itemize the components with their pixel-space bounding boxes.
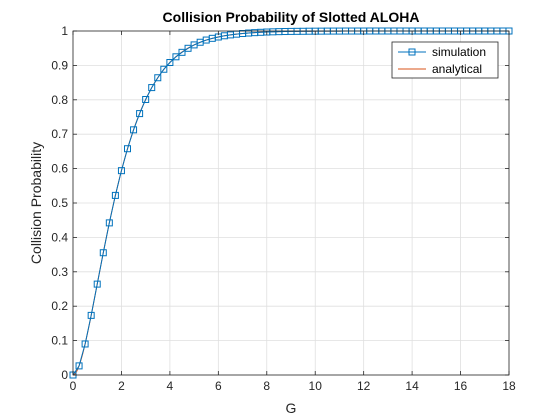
legend-analytical-label: analytical [432, 62, 482, 76]
y-tick-label: 0.3 [51, 265, 68, 279]
y-tick-label: 0.6 [51, 162, 68, 176]
simulation-marker [166, 59, 174, 67]
y-tick-label: 0.5 [51, 196, 68, 210]
simulation-marker [93, 280, 101, 288]
y-tick-label: 0.2 [51, 299, 68, 313]
y-axis-label: Collision Probability [28, 142, 44, 264]
simulation-marker [130, 126, 138, 134]
y-tick-label: 0.1 [51, 334, 68, 348]
x-tick-label: 2 [118, 379, 125, 393]
x-tick-label: 18 [502, 379, 516, 393]
x-tick-label: 16 [454, 379, 468, 393]
simulation-marker [172, 53, 180, 61]
legend-simulation-marker [408, 48, 416, 56]
simulation-marker [111, 191, 119, 199]
y-tick-label: 1 [61, 24, 68, 38]
simulation-marker [178, 48, 186, 56]
y-tick-label: 0.9 [51, 58, 68, 72]
x-tick-label: 8 [263, 379, 270, 393]
y-tick-label: 0.4 [51, 230, 68, 244]
legend: simulation analytical [391, 41, 499, 79]
x-tick-label: 4 [167, 379, 174, 393]
simulation-marker [75, 362, 83, 370]
simulation-marker [148, 84, 156, 92]
y-tick-label: 0.8 [51, 93, 68, 107]
y-tick-label: 0 [61, 368, 68, 382]
x-tick-label: 6 [215, 379, 222, 393]
x-tick-label: 14 [405, 379, 419, 393]
x-tick-label: 0 [70, 379, 77, 393]
x-axis-label: G [286, 400, 297, 416]
simulation-marker [99, 249, 107, 257]
simulation-marker [154, 74, 162, 82]
simulation-marker [105, 219, 113, 227]
simulation-marker [160, 65, 168, 73]
simulation-marker [117, 167, 125, 175]
x-tick-label: 12 [357, 379, 371, 393]
grid [72, 30, 510, 376]
ticks: 0 2 4 6 8 10 12 14 16 18 0 0.1 0.2 0.3 0.4 0.5 0.6 0.7 0.8… [51, 24, 516, 393]
legend-simulation-label: simulation [432, 45, 486, 59]
simulation-marker [87, 311, 95, 319]
simulation-marker [81, 340, 89, 348]
chart-title: Collision Probability of Slotted ALOHA [163, 9, 420, 25]
legend-box [391, 41, 499, 79]
y-tick-label: 0.7 [51, 127, 68, 141]
simulation-marker [124, 145, 131, 153]
x-tick-label: 10 [309, 379, 323, 393]
simulation-marker [136, 110, 144, 118]
simulation-marker [142, 95, 150, 103]
